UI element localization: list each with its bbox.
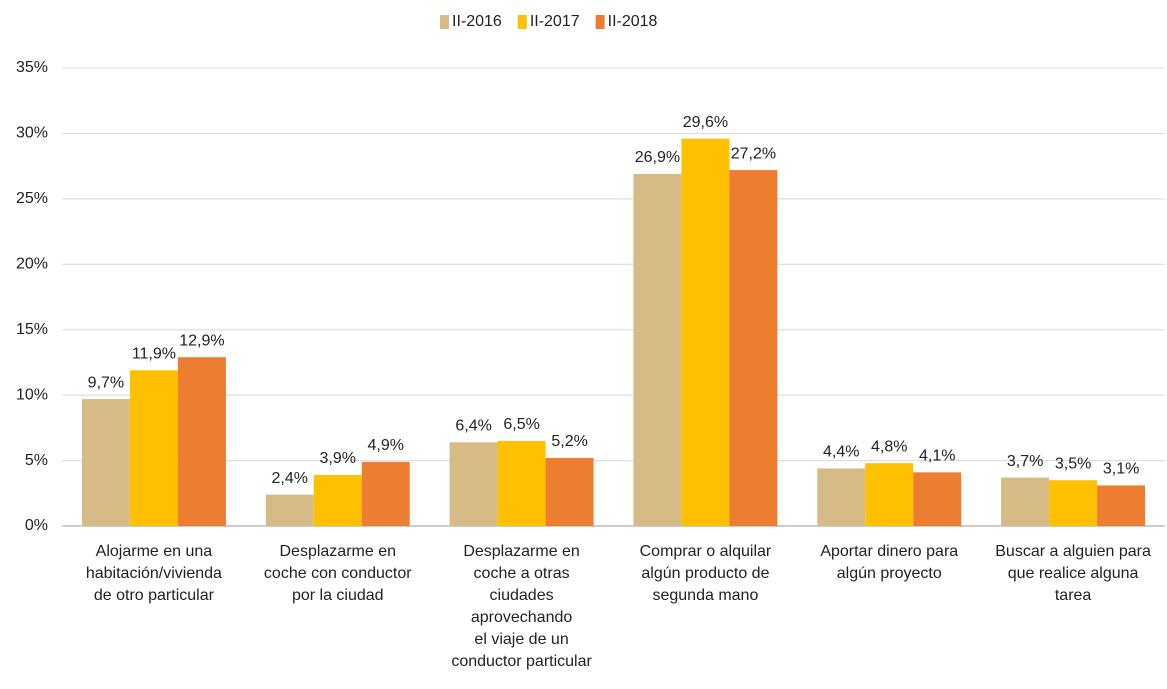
x-tick-label: coche a otras bbox=[474, 565, 570, 582]
x-tick-label: algún proyecto bbox=[837, 565, 942, 582]
x-tick-label: coche con conductor bbox=[264, 565, 412, 582]
data-label: 4,8% bbox=[871, 438, 907, 455]
bar bbox=[545, 457, 594, 526]
x-tick-label: conductor particular bbox=[451, 653, 592, 670]
data-label: 26,9% bbox=[635, 149, 680, 166]
data-label: 2,4% bbox=[272, 470, 308, 487]
legend-label: II-2018 bbox=[608, 13, 658, 30]
x-tick-label: tarea bbox=[1055, 587, 1092, 604]
data-label: 4,1% bbox=[919, 448, 955, 465]
legend-swatch bbox=[595, 15, 605, 29]
bar bbox=[1001, 477, 1050, 526]
data-label: 3,1% bbox=[1103, 461, 1139, 478]
bar bbox=[1049, 480, 1098, 526]
x-tick-label: segunda mano bbox=[652, 587, 758, 604]
bar bbox=[497, 440, 546, 526]
x-tick-label: Desplazarme en bbox=[463, 543, 580, 560]
y-tick-label: 30% bbox=[16, 125, 48, 142]
x-tick-label: Aportar dinero para bbox=[820, 543, 958, 560]
x-tick-label: el viaje de un bbox=[474, 631, 568, 648]
y-tick-label: 10% bbox=[16, 386, 48, 403]
data-label: 27,2% bbox=[731, 145, 776, 162]
x-tick-label: por la ciudad bbox=[292, 587, 384, 604]
data-label: 11,9% bbox=[132, 345, 176, 362]
x-tick-label: de otro particular bbox=[94, 587, 215, 604]
x-tick-label: aprovechando bbox=[471, 609, 573, 626]
legend-swatch bbox=[517, 15, 527, 29]
y-tick-label: 15% bbox=[16, 321, 48, 338]
legend-label: II-2016 bbox=[452, 13, 502, 30]
data-label: 3,9% bbox=[320, 450, 356, 467]
bar bbox=[729, 170, 778, 526]
y-tick-label: 25% bbox=[16, 190, 48, 207]
bar bbox=[913, 472, 962, 526]
y-tick-label: 0% bbox=[25, 517, 48, 534]
bar bbox=[313, 474, 362, 526]
data-label: 4,9% bbox=[368, 437, 404, 454]
x-tick-label: Desplazarme en bbox=[280, 543, 397, 560]
data-label: 9,7% bbox=[88, 374, 124, 391]
x-tick-label: Comprar o alquilar bbox=[640, 543, 772, 560]
data-label: 3,7% bbox=[1007, 453, 1043, 470]
bar bbox=[81, 399, 130, 526]
bar bbox=[361, 461, 410, 526]
y-tick-label: 5% bbox=[25, 452, 48, 469]
bar bbox=[177, 357, 226, 526]
bar bbox=[633, 173, 682, 526]
data-label: 6,5% bbox=[503, 416, 539, 433]
bar bbox=[865, 463, 914, 526]
x-tick-label: algún producto de bbox=[641, 565, 769, 582]
legend-label: II-2017 bbox=[530, 13, 580, 30]
x-tick-label: que realice alguna bbox=[1008, 565, 1139, 582]
y-tick-label: 35% bbox=[16, 59, 48, 76]
data-label: 5,2% bbox=[551, 433, 587, 450]
bar bbox=[681, 138, 730, 527]
x-tick-label: Alojarme en una bbox=[96, 543, 213, 560]
y-tick-label: 20% bbox=[16, 256, 48, 273]
x-tick-label: ciudades bbox=[490, 587, 554, 604]
data-label: 3,5% bbox=[1055, 455, 1091, 472]
bar bbox=[129, 370, 178, 526]
x-tick-label: Buscar a alguien para bbox=[995, 543, 1151, 560]
data-label: 6,4% bbox=[455, 417, 491, 434]
x-tick-label: habitación/vivienda bbox=[86, 565, 222, 582]
bar bbox=[817, 468, 866, 526]
data-label: 29,6% bbox=[683, 114, 728, 131]
data-label: 12,9% bbox=[179, 332, 224, 349]
data-label: 4,4% bbox=[823, 444, 859, 461]
bar bbox=[1097, 485, 1146, 526]
legend-swatch bbox=[440, 15, 449, 29]
bar bbox=[449, 442, 498, 526]
bar bbox=[265, 494, 314, 526]
